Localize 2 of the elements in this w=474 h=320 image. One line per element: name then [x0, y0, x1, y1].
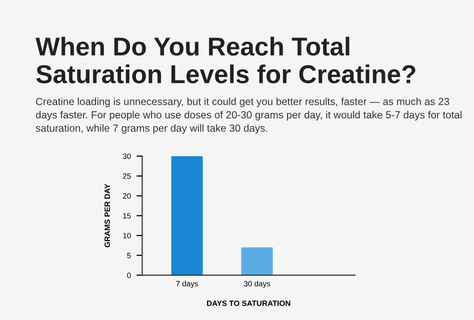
- chart-title: When Do You Reach Total Saturation Levels for Creatine?: [36, 36, 416, 84]
- chart-subtitle: Creatine loading is unnecessary, but it could get you better results, faster — as much as 23 days faster. For people who use doses of 20-30 grams per day, it would take 5-7 days for total saturation, while 7 grams per day will take 30 days.: [36, 98, 462, 134]
